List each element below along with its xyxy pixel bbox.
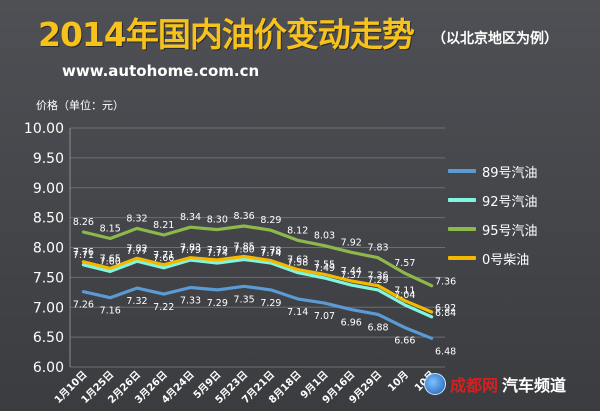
data-label: 7.36 <box>367 271 388 282</box>
data-label: 7.29 <box>367 275 388 286</box>
y-tick-label: 8.50 <box>33 211 64 227</box>
legend-item-89: 89号汽油 <box>448 160 588 182</box>
data-label: 8.03 <box>314 231 335 242</box>
data-label: 7.33 <box>180 296 201 307</box>
data-label: 7.65 <box>100 253 121 264</box>
data-label: 7.29 <box>260 298 281 309</box>
data-label: 7.26 <box>73 300 94 311</box>
watermark-brand: 成都网 <box>450 376 499 395</box>
data-label: 6.92 <box>435 303 456 314</box>
legend-label-diesel: 0号柴油 <box>482 252 530 268</box>
legend-item-diesel: 0号柴油 <box>448 247 588 269</box>
data-label: 7.04 <box>394 290 415 301</box>
data-label: 7.77 <box>126 246 147 257</box>
data-label: 7.16 <box>100 306 121 317</box>
data-label: 7.83 <box>180 243 201 254</box>
data-label: 7.85 <box>234 241 255 252</box>
data-label: 7.35 <box>234 294 255 305</box>
data-label: 7.79 <box>180 245 201 256</box>
series-line <box>81 284 434 340</box>
data-label: 7.76 <box>73 247 94 258</box>
data-label: 8.32 <box>126 213 147 224</box>
data-label: 7.11 <box>394 286 415 297</box>
data-label: 8.29 <box>260 215 281 226</box>
data-label: 7.22 <box>153 302 174 313</box>
y-tick-label: 6.00 <box>33 360 64 376</box>
data-label: 7.83 <box>367 243 388 254</box>
data-label: 8.36 <box>234 211 255 222</box>
legend-swatch-89 <box>448 169 476 173</box>
data-label: 7.60 <box>100 256 121 267</box>
data-label: 7.74 <box>207 248 228 259</box>
data-label: 7.92 <box>341 237 362 248</box>
y-tick-label: 8.00 <box>33 241 64 257</box>
legend-label-92: 92号汽油 <box>482 194 538 210</box>
globe-logo-icon <box>424 373 446 395</box>
data-label: 6.84 <box>435 308 456 319</box>
legend-swatch-95 <box>448 227 476 231</box>
y-tick-label: 9.50 <box>33 151 64 167</box>
data-label: 7.74 <box>260 248 281 259</box>
data-label: 7.37 <box>341 270 362 281</box>
y-axis-label: 价格（单位：元） <box>36 99 124 112</box>
data-label: 7.57 <box>394 258 415 269</box>
legend-swatch-92 <box>448 198 476 202</box>
data-label: 8.12 <box>287 225 308 236</box>
chart-subtitle: （以北京地区为例） <box>432 31 558 47</box>
data-label: 6.96 <box>341 318 362 329</box>
data-label: 8.15 <box>100 224 121 235</box>
legend-label-95: 95号汽油 <box>482 223 538 239</box>
y-tick-label: 7.00 <box>33 300 64 316</box>
data-label: 7.58 <box>287 258 308 269</box>
series-line <box>81 254 434 314</box>
data-label: 7.55 <box>314 259 335 270</box>
data-label: 7.29 <box>207 298 228 309</box>
data-label: 8.26 <box>73 217 94 228</box>
site-url: www.autohome.com.cn <box>62 62 260 80</box>
data-label: 7.49 <box>314 263 335 274</box>
chart-title: 2014年国内油价变动走势 <box>38 15 415 54</box>
data-label: 8.30 <box>207 215 228 226</box>
data-label: 7.07 <box>314 311 335 322</box>
y-tick-label: 9.00 <box>33 181 64 197</box>
watermark-channel: 汽车频道 <box>502 376 567 395</box>
y-tick-label: 10.00 <box>24 121 64 137</box>
data-label: 6.48 <box>435 346 456 357</box>
legend-item-92: 92号汽油 <box>448 189 588 211</box>
data-label: 7.78 <box>260 246 281 257</box>
data-label: 8.34 <box>180 212 201 223</box>
watermark: 成都网 汽车频道 <box>424 372 566 396</box>
legend-label-89: 89号汽油 <box>482 165 538 181</box>
data-label: 7.79 <box>207 245 228 256</box>
data-label: 7.82 <box>126 243 147 254</box>
series-line <box>81 257 434 319</box>
data-label: 7.63 <box>287 255 308 266</box>
data-label: 7.32 <box>126 296 147 307</box>
y-tick-label: 7.50 <box>33 270 64 286</box>
data-label: 6.88 <box>367 322 388 333</box>
data-label: 7.71 <box>73 250 94 261</box>
data-label: 7.80 <box>234 244 255 255</box>
data-label: 7.36 <box>435 277 456 288</box>
legend-item-95: 95号汽油 <box>448 218 588 240</box>
y-tick-label: 6.50 <box>33 330 64 346</box>
x-tick-label: 10月 <box>386 369 411 394</box>
legend: 89号汽油 92号汽油 95号汽油 0号柴油 <box>448 160 588 276</box>
data-label: 6.66 <box>394 336 415 347</box>
data-label: 7.71 <box>153 250 174 261</box>
legend-swatch-diesel <box>448 256 476 260</box>
series-line <box>81 224 434 288</box>
data-label: 7.14 <box>287 307 308 318</box>
data-label: 8.21 <box>153 220 174 231</box>
data-label: 7.66 <box>153 253 174 264</box>
data-label: 7.44 <box>341 266 362 277</box>
